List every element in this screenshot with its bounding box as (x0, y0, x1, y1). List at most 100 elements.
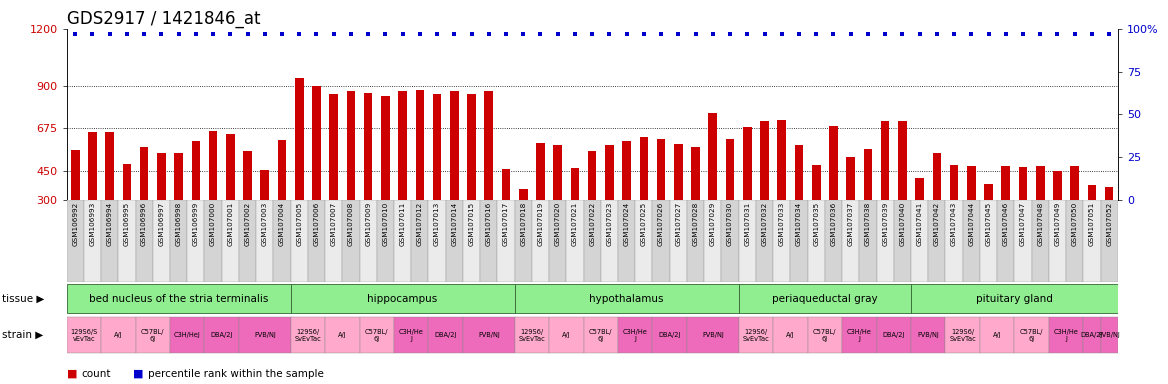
Point (756, 31, 774, 37)
Text: GSM107051: GSM107051 (1089, 202, 1094, 247)
Text: GSM106997: GSM106997 (159, 202, 165, 247)
Bar (704, 200, 722, 282)
Text: GSM107034: GSM107034 (795, 202, 802, 247)
Text: C57BL/
6J: C57BL/ 6J (1020, 329, 1043, 341)
Bar (225, 134, 235, 200)
Text: GSM107035: GSM107035 (813, 202, 819, 247)
Bar (140, 147, 148, 200)
Text: C3H/He
J: C3H/He J (1054, 329, 1078, 341)
Text: C3H/He
J: C3H/He J (847, 329, 871, 341)
Text: GSM107026: GSM107026 (658, 202, 665, 247)
Point (187, 31, 206, 37)
Text: GSM107002: GSM107002 (244, 202, 250, 247)
Text: GSM107027: GSM107027 (675, 202, 681, 247)
Point (203, 31, 222, 37)
Text: GSM107028: GSM107028 (693, 202, 698, 247)
Bar (743, 127, 751, 200)
Point (359, 31, 377, 37)
Text: GSM107009: GSM107009 (366, 202, 371, 247)
Text: GSM107021: GSM107021 (572, 202, 578, 247)
Text: GSM107024: GSM107024 (624, 202, 630, 247)
Text: hypothalamus: hypothalamus (590, 293, 663, 304)
Text: GSM107018: GSM107018 (520, 202, 527, 247)
Text: ■: ■ (67, 369, 77, 379)
Bar (485, 91, 493, 200)
Point (221, 31, 239, 37)
Text: FVB/NJ: FVB/NJ (1098, 332, 1120, 338)
Point (790, 31, 808, 37)
Bar (967, 166, 975, 200)
Text: C57BL/
6J: C57BL/ 6J (366, 329, 389, 341)
Point (565, 31, 584, 37)
Bar (105, 132, 114, 200)
Bar (429, 317, 463, 353)
Text: 129S6/S
vEvTac: 129S6/S vEvTac (70, 329, 97, 341)
Point (1065, 31, 1084, 37)
Bar (260, 170, 269, 200)
Bar (674, 144, 682, 200)
Bar (962, 200, 980, 282)
Bar (1001, 166, 1010, 200)
Text: GSM107020: GSM107020 (555, 202, 561, 247)
Bar (342, 200, 360, 282)
Text: GSM106994: GSM106994 (106, 202, 112, 247)
Bar (278, 140, 286, 200)
Bar (135, 317, 171, 353)
Text: GSM107015: GSM107015 (468, 202, 474, 247)
Bar (157, 153, 166, 200)
Text: GSM107031: GSM107031 (744, 202, 750, 247)
Point (825, 31, 843, 37)
Bar (1105, 187, 1113, 200)
Bar (84, 200, 102, 282)
Bar (635, 200, 653, 282)
Bar (360, 317, 394, 353)
Bar (446, 200, 463, 282)
Bar (911, 317, 945, 353)
Text: GSM107042: GSM107042 (934, 202, 940, 247)
Bar (1018, 167, 1028, 200)
Bar (773, 317, 807, 353)
Point (910, 31, 929, 37)
Text: GSM107017: GSM107017 (503, 202, 509, 247)
Text: DBA/2J: DBA/2J (883, 332, 905, 338)
Text: GSM107047: GSM107047 (1020, 202, 1026, 247)
Text: GSM107052: GSM107052 (1106, 202, 1112, 247)
Bar (932, 153, 941, 200)
Text: GSM106995: GSM106995 (124, 202, 130, 247)
Text: GSM107023: GSM107023 (606, 202, 612, 247)
Bar (192, 141, 200, 200)
Bar (618, 317, 653, 353)
Bar (929, 200, 945, 282)
Text: GSM107046: GSM107046 (1003, 202, 1009, 247)
Bar (515, 200, 531, 282)
Bar (1100, 317, 1118, 353)
Text: C57BL/
6J: C57BL/ 6J (813, 329, 836, 341)
Bar (876, 200, 894, 282)
Text: percentile rank within the sample: percentile rank within the sample (148, 369, 325, 379)
Bar (381, 96, 390, 200)
Point (807, 31, 826, 37)
Text: GSM107029: GSM107029 (710, 202, 716, 247)
Bar (842, 200, 860, 282)
Point (600, 31, 619, 37)
Text: count: count (82, 369, 111, 379)
Text: GSM107043: GSM107043 (951, 202, 957, 247)
Bar (1054, 171, 1062, 200)
Bar (329, 94, 338, 200)
Point (445, 31, 464, 37)
Bar (347, 91, 355, 200)
Point (394, 31, 412, 37)
Bar (463, 317, 515, 353)
Text: GSM107019: GSM107019 (537, 202, 543, 247)
Text: GSM106993: GSM106993 (90, 202, 96, 247)
Point (1014, 31, 1033, 37)
Bar (515, 317, 549, 353)
Bar (687, 317, 738, 353)
Bar (536, 143, 544, 200)
Bar (756, 200, 773, 282)
Bar (640, 137, 648, 200)
Bar (308, 200, 325, 282)
Bar (653, 317, 687, 353)
Text: 129S6/
SvEvTac: 129S6/ SvEvTac (519, 329, 545, 341)
Bar (429, 200, 446, 282)
